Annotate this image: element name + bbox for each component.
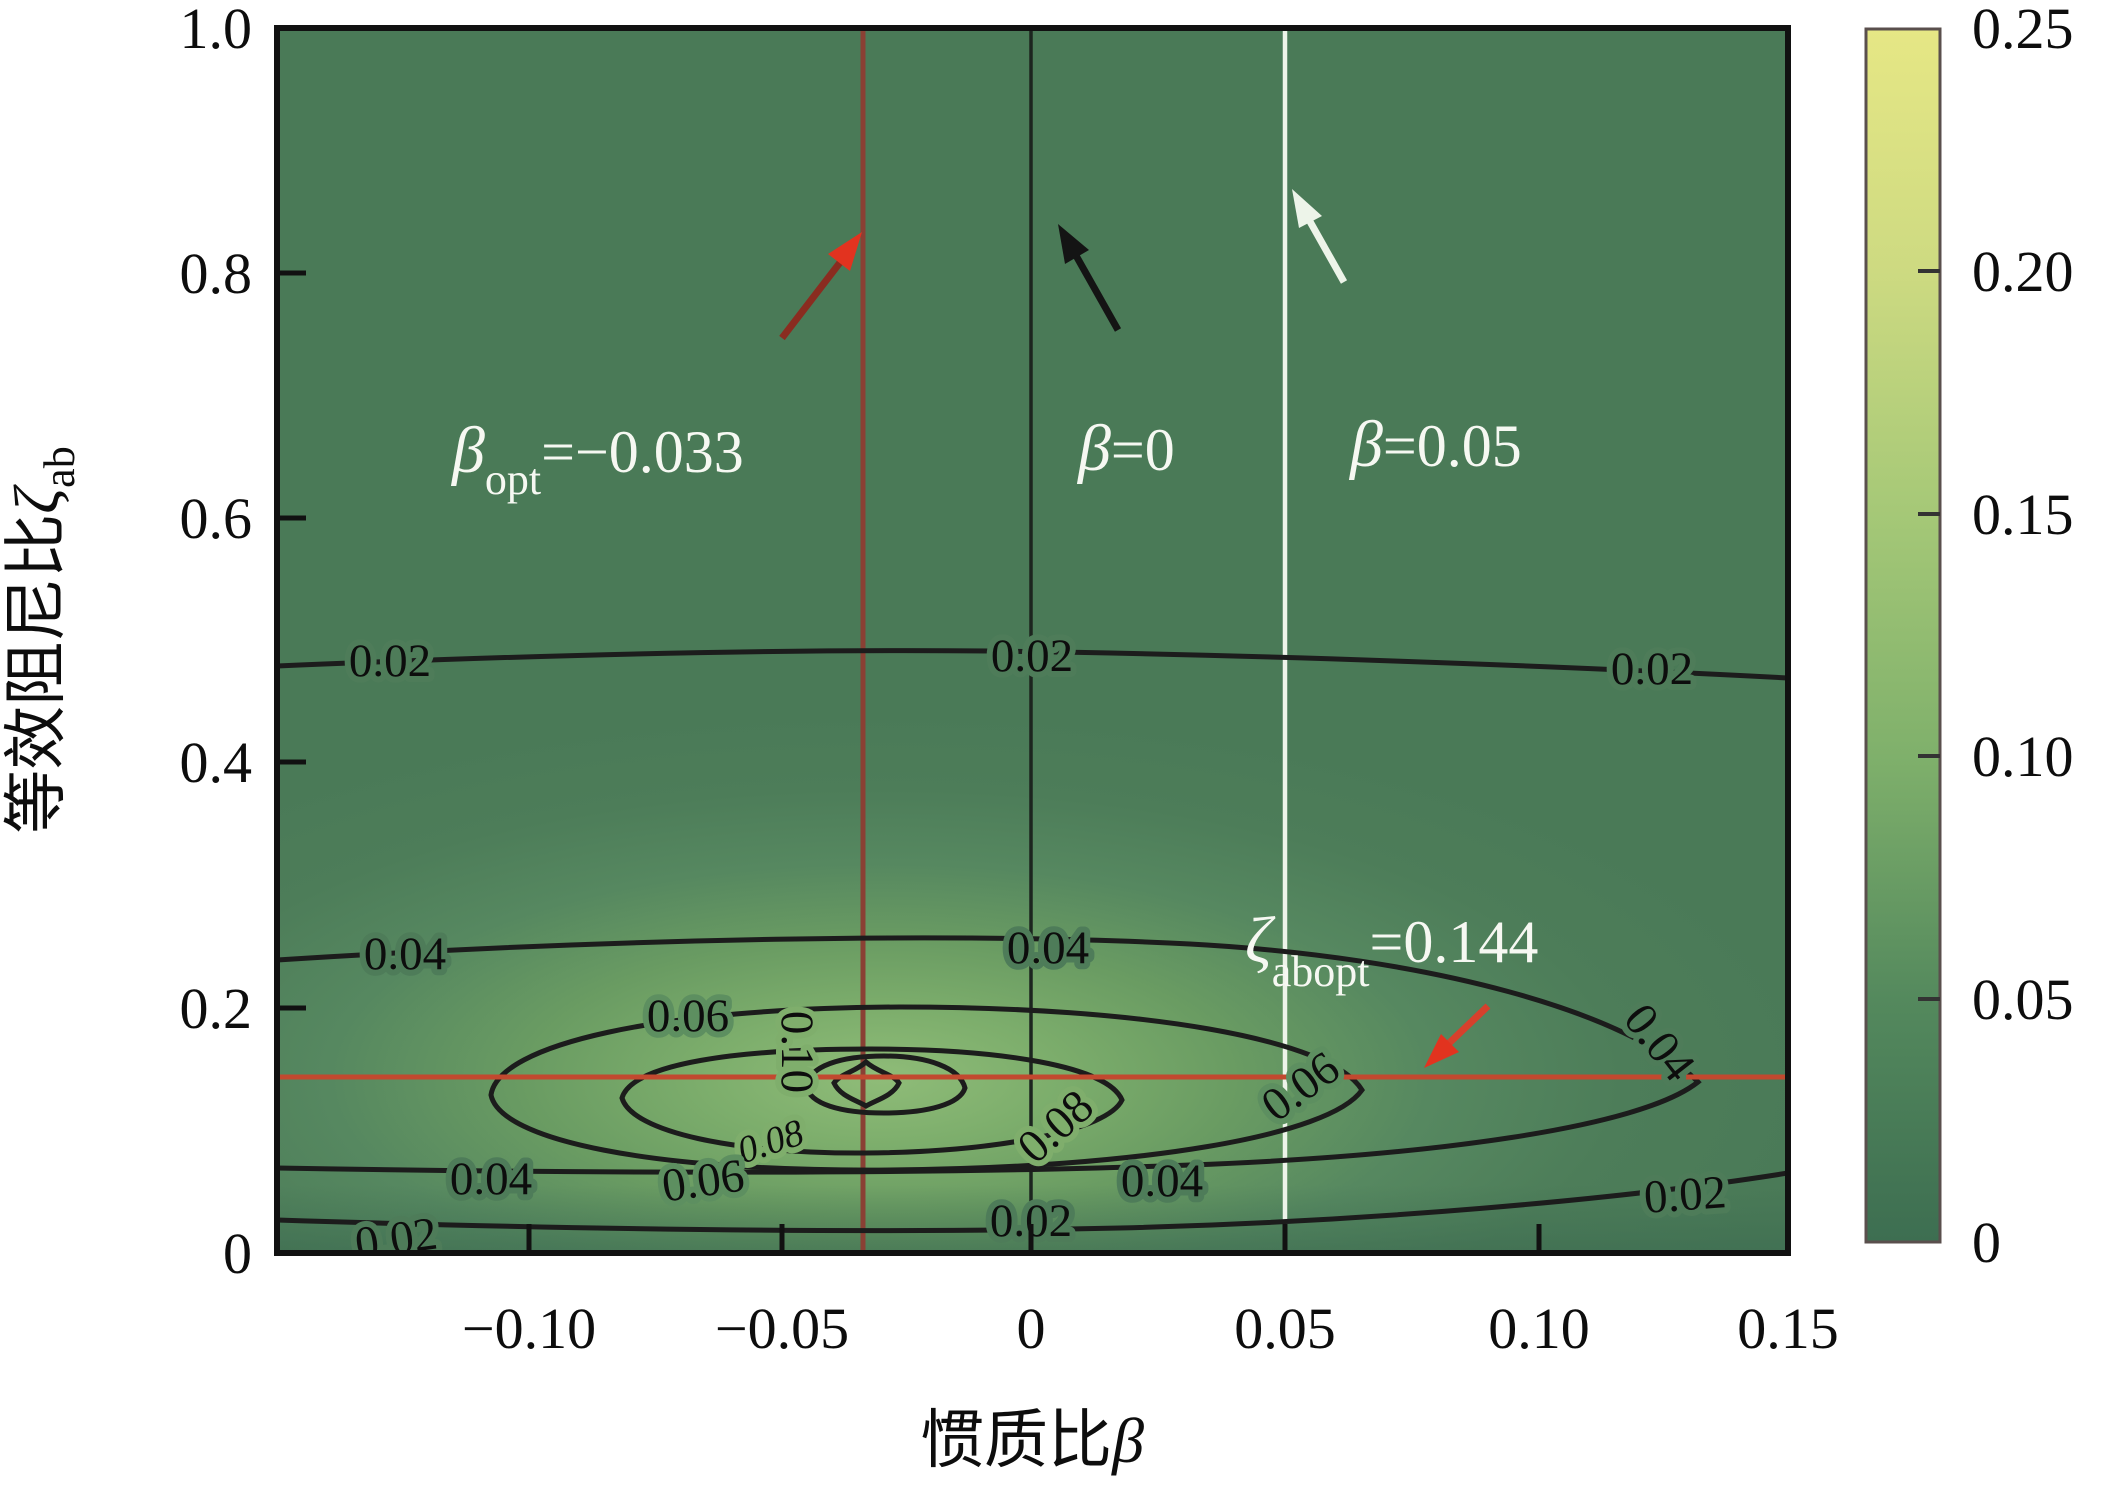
- contour-label: 0.06: [647, 990, 729, 1042]
- contour-label: 0.04: [1007, 922, 1089, 974]
- colorbar-label: 0.05: [1972, 967, 2074, 1032]
- beta-zero-arrow-shaft: [1070, 250, 1122, 332]
- colorbar-gradient: [1864, 27, 1942, 1244]
- colorbar-labels: 0.25 0.20 0.15 0.10 0.05 0: [1972, 0, 2074, 1275]
- y-axis-title: 等效阻尼比ζab: [1, 446, 84, 833]
- contour-0.02-lower: [277, 1170, 1788, 1234]
- x-tick-label: 0.05: [1234, 1296, 1336, 1361]
- colorbar-label: 0: [1972, 1210, 2001, 1275]
- beta-005-annotation: β=0.05: [1348, 408, 1522, 481]
- y-tick-label: 0.8: [180, 241, 253, 306]
- x-ticks: [526, 1224, 1542, 1253]
- contour-label: 0.04: [364, 928, 446, 980]
- contour-label: 0.04: [450, 1153, 532, 1205]
- contour-label: 0.02: [1642, 1166, 1728, 1224]
- beta-opt-arrow-shaft: [779, 253, 848, 341]
- y-tick-label: 0.6: [180, 486, 253, 551]
- beta-005-arrow-shaft: [1304, 216, 1348, 284]
- x-tick-label: 0: [1017, 1296, 1046, 1361]
- annotation-texts: βopt=−0.033 β=0 β=0.05 ζabopt=0.144: [450, 408, 1538, 996]
- contour-0.10: [803, 1053, 968, 1116]
- contour-label: 0.02: [349, 635, 431, 687]
- y-tick-labels: 1.0 0.8 0.6 0.4 0.2 0: [180, 0, 253, 1286]
- contour-label: 0.10: [771, 1011, 823, 1093]
- contour-0.08: [619, 1046, 1125, 1156]
- beta-zero-arrowhead-icon: [1058, 224, 1089, 264]
- beta-opt-annotation: βopt=−0.033: [450, 414, 744, 504]
- x-axis-title: 惯质比β: [920, 1405, 1144, 1476]
- annotation-arrows: [779, 189, 1491, 1068]
- colorbar-label: 0.10: [1972, 724, 2074, 789]
- contour-label: 0.02: [352, 1208, 441, 1271]
- y-tick-label: 0.4: [180, 730, 253, 795]
- colorbar-ticks: [1918, 269, 1940, 1001]
- colorbar-label: 0.25: [1972, 0, 2074, 61]
- contour-label: 0.02: [991, 630, 1073, 682]
- contour-0.02-upper: [277, 648, 1788, 681]
- y-tick-label: 0: [223, 1221, 252, 1286]
- beta-zero-annotation: β=0: [1076, 412, 1175, 485]
- zeta-opt-arrow-shaft: [1441, 1003, 1491, 1051]
- colorbar-label: 0.15: [1972, 482, 2074, 547]
- x-tick-label: 0.15: [1737, 1296, 1839, 1361]
- plot-area: 0.02 0.02 0.02 0.04 0.04 0.06 0.10 0.08 …: [277, 28, 1788, 1271]
- contour-label: 0.04: [1121, 1155, 1203, 1207]
- y-ticks: [277, 270, 306, 1011]
- y-tick-label: 1.0: [180, 0, 253, 61]
- zeta-opt-annotation: ζabopt=0.144: [1245, 904, 1538, 996]
- x-tick-labels: −0.10 −0.05 0 0.05 0.10 0.15: [462, 1296, 1839, 1361]
- x-tick-label: −0.10: [462, 1296, 596, 1361]
- x-tick-label: 0.10: [1488, 1296, 1590, 1361]
- contour-0.06: [488, 1004, 1365, 1173]
- x-tick-label: −0.05: [715, 1296, 849, 1361]
- contour-label: 0.02: [1611, 643, 1693, 695]
- colorbar-label: 0.20: [1972, 239, 2074, 304]
- zeta-opt-arrowhead-icon: [1424, 1034, 1459, 1068]
- beta-005-arrowhead-icon: [1292, 189, 1322, 228]
- beta-opt-arrowhead-icon: [828, 232, 862, 271]
- colorbar: 0.25 0.20 0.15 0.10 0.05 0: [1864, 0, 2074, 1275]
- y-tick-label: 0.2: [180, 976, 253, 1041]
